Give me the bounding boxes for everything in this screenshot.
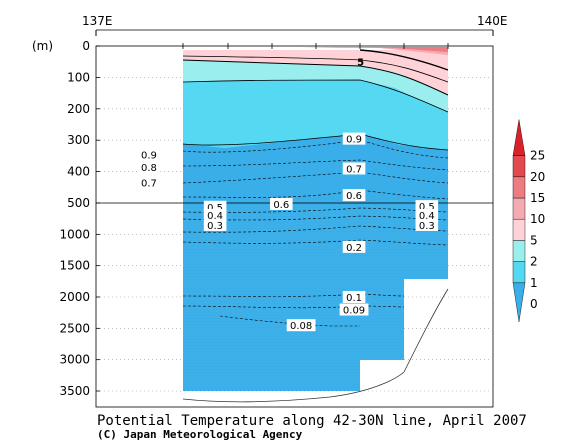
contour-label-bg — [286, 319, 316, 332]
y-tick-label: 400 — [67, 165, 90, 179]
colorbar-tick-label: 1 — [530, 276, 538, 290]
contour-label: 0.7 — [141, 179, 157, 190]
colorbar-swatch — [512, 261, 526, 283]
contour-label-bg — [342, 162, 366, 175]
contour-label-bg — [269, 197, 293, 210]
bottom-topography — [182, 288, 449, 403]
contour-15 — [359, 49, 449, 71]
contour-0.6 — [182, 189, 449, 200]
y-tick-label: 500 — [67, 196, 90, 210]
lon-label-140e: 140E — [477, 14, 508, 28]
colorbar-swatch — [512, 218, 526, 241]
contour-0.08 — [219, 315, 360, 327]
contour-0.09 — [182, 305, 405, 309]
y-tick-label: 300 — [67, 133, 90, 147]
contour-2 — [182, 79, 449, 113]
station-markers — [182, 43, 449, 49]
y-tick-label: 1500 — [59, 259, 90, 273]
contour-0.7 — [182, 171, 449, 184]
y-tick-label: 1000 — [59, 227, 90, 241]
contour-label: 0.3 — [419, 221, 435, 232]
lon-label-137e: 137E — [82, 14, 113, 28]
y-tick-label: 200 — [67, 102, 90, 116]
contour-label-bg — [342, 240, 366, 253]
contour-5 — [182, 59, 449, 96]
y-axis-ticks: 0 100 200 300 400 500 1000 1500 2000 2500 3000 3500 — [59, 39, 100, 398]
contour-label: 0.08 — [290, 321, 312, 332]
contour-label: 0.4 — [419, 211, 435, 222]
colorbar-swatch — [512, 176, 526, 199]
contour-label-bg — [342, 189, 366, 202]
colorbar-tick-label: 0 — [530, 297, 538, 311]
y-axis-unit-label: (m) — [32, 39, 53, 53]
y-tick-label: 3500 — [59, 384, 90, 398]
contour-label-bg — [339, 303, 369, 316]
contour-label: 5 — [357, 58, 364, 69]
contour-label-bg — [415, 218, 439, 231]
contour-label: 0.9 — [346, 135, 362, 146]
contour-label: 0.3 — [207, 221, 223, 232]
contour-label: 0.6 — [273, 200, 289, 211]
contour-0.8 — [182, 159, 449, 171]
contour-label-bg — [342, 132, 366, 145]
contour-label: 0.2 — [346, 243, 362, 254]
y-tick-label: 3000 — [59, 353, 90, 367]
contour-label: 0.09 — [343, 306, 365, 317]
y-tick-label: 100 — [67, 70, 90, 84]
depth-stripes — [183, 205, 448, 390]
credit-line: (C) Japan Meteorological Agency — [97, 428, 303, 441]
colorbar-swatch — [512, 240, 526, 262]
chart-title: Potential Temperature along 42-30N line,… — [97, 413, 527, 429]
colorbar-swatch — [512, 155, 526, 178]
colorbar-tick-label: 5 — [530, 233, 538, 247]
band-15-20 — [360, 47, 448, 52]
contour-labels: 50.90.80.70.90.70.60.60.50.40.30.50.40.3… — [137, 58, 439, 332]
contour-label: 0.5 — [207, 203, 223, 214]
colorbar-tick-label: 10 — [530, 212, 545, 226]
contour-label-bg — [415, 208, 439, 221]
contour-10 — [182, 55, 449, 83]
colorbar-tick-label: 25 — [530, 149, 545, 163]
contour-label: 0.8 — [141, 163, 157, 174]
contour-label: 0.4 — [207, 211, 223, 222]
contour-0.2 — [182, 239, 449, 246]
contour-label-bg — [203, 208, 227, 221]
colorbar-tick-label: 15 — [530, 191, 545, 205]
colorbar-swatch — [512, 119, 526, 156]
colorbar-tick-label: 20 — [530, 170, 545, 184]
colorbar-swatch — [512, 282, 526, 323]
contour-label-bg — [137, 148, 161, 161]
y-tick-label: 2000 — [59, 290, 90, 304]
y-tick-label: 0 — [82, 39, 90, 53]
contour-label: 0.1 — [346, 293, 362, 304]
contour-label: 0.9 — [141, 150, 157, 161]
colorbar-tick-label: 2 — [530, 255, 538, 269]
colorbar-swatch — [512, 197, 526, 220]
y-tick-label: 2500 — [59, 321, 90, 335]
contour-label-bg — [137, 160, 161, 173]
contour-label: 0.6 — [346, 191, 362, 202]
contour-label-bg — [203, 218, 227, 231]
band-5-10 — [183, 50, 448, 95]
contour-label-bg — [137, 176, 161, 189]
contour-label: 0.7 — [346, 164, 362, 175]
contour-label: 0.5 — [419, 202, 435, 213]
contour-0.1 — [182, 293, 405, 297]
contour-label-bg — [342, 291, 366, 303]
